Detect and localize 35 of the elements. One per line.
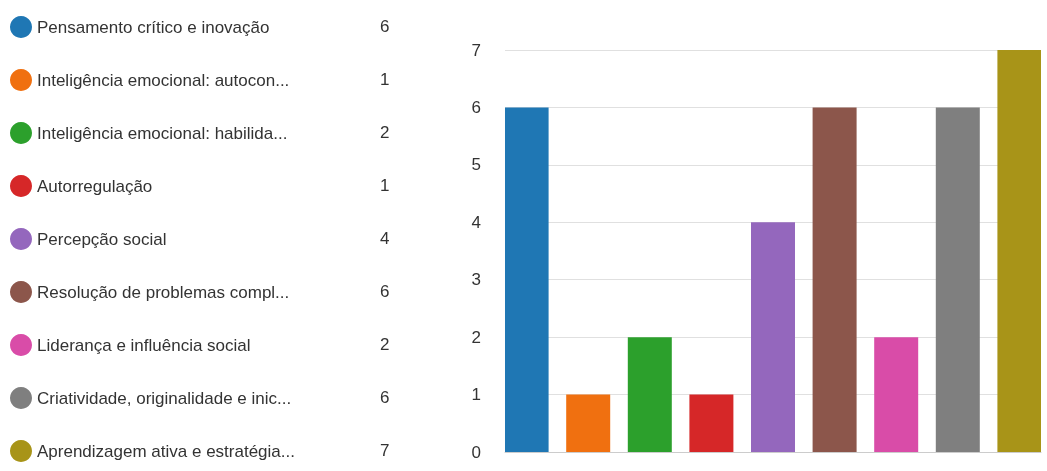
text: 6 (380, 388, 390, 407)
text: 2 (380, 335, 390, 354)
y-tick-label: 1 (471, 385, 481, 405)
legend-label: Inteligência emocional: habilida... (37, 123, 288, 143)
text: 7 (380, 441, 390, 460)
legend-label: Resolução de problemas compl... (37, 282, 290, 302)
y-tick-label: 7 (471, 40, 481, 60)
legend-label: Aprendizagem ativa e estratégia... (37, 441, 295, 461)
bar (505, 107, 549, 452)
y-tick-label: 2 (471, 327, 481, 347)
y-tick-label: 3 (471, 270, 481, 290)
text: 1 (380, 70, 390, 89)
y-tick-label: 4 (471, 212, 481, 232)
text: 6 (380, 17, 390, 36)
text: 2 (380, 123, 390, 142)
bar (751, 222, 795, 452)
text: 1 (380, 176, 390, 195)
y-tick-label: 0 (471, 442, 481, 462)
legend-label: Inteligência emocional: autocon... (37, 70, 290, 90)
bar (627, 337, 672, 452)
legend-label: Pensamento crítico e inovação (37, 17, 270, 37)
bar (566, 394, 611, 452)
y-tick-label: 6 (471, 97, 481, 117)
bar (812, 107, 857, 452)
bar (874, 337, 919, 452)
bar (997, 50, 1041, 452)
text: 6 (380, 282, 390, 301)
bar (689, 394, 734, 452)
y-tick-label: 5 (471, 155, 481, 175)
legend-label: Percepção social (37, 229, 167, 249)
legend-label: Autorregulação (37, 176, 153, 196)
text: 4 (380, 229, 390, 248)
legend-label: Liderança e influência social (37, 335, 251, 355)
legend-label: Criatividade, originalidade e inic... (37, 388, 292, 408)
bar (935, 107, 980, 452)
